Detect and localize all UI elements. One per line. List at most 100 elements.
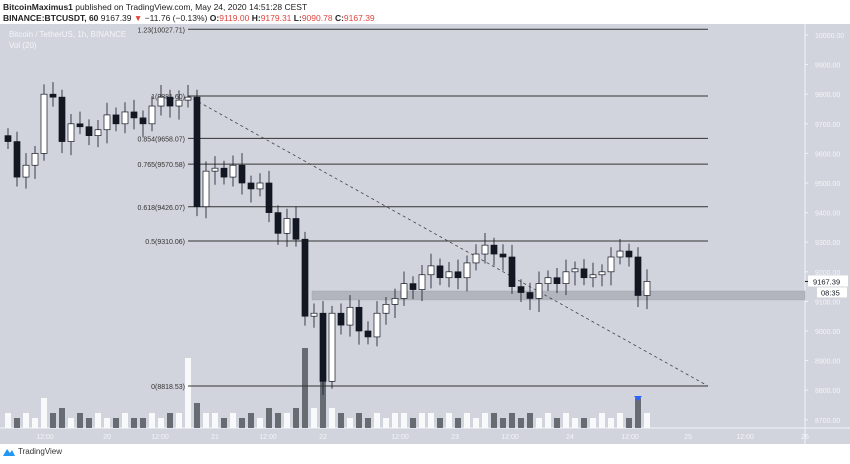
candle: [148, 96, 156, 132]
candle-body: [409, 283, 417, 290]
price-tick-label: 8800.00: [815, 388, 840, 395]
candle-body: [238, 164, 246, 184]
time-tick-label: 24: [566, 434, 574, 441]
candle: [355, 299, 363, 345]
price-tick-label: 10000.00: [815, 33, 844, 40]
last-price-box: [808, 275, 848, 287]
symbol: BINANCE:BTCUSDT, 60: [3, 13, 99, 23]
open-value: 9119.00: [219, 13, 250, 23]
candle: [67, 114, 75, 156]
candle-body: [454, 271, 462, 279]
fib-level-label: 0.854(9658.07): [138, 136, 185, 143]
candle: [112, 107, 120, 132]
time-tick-label: 12:00: [501, 434, 519, 441]
volume-bar: [212, 413, 218, 428]
volume-bar: [509, 413, 515, 428]
price-axis: [805, 24, 850, 428]
candle: [40, 84, 48, 161]
countdown-label: 08:35: [821, 288, 840, 297]
volume-bar: [113, 418, 119, 428]
price-tick-label: 9700.00: [815, 122, 840, 129]
price-chart[interactable]: 10000.00 9900.00 9800.00 9700.00 9600.00 9500…: [0, 24, 850, 444]
candle-body: [517, 286, 525, 293]
countdown-box: [817, 287, 847, 298]
volume-bar: [176, 413, 182, 428]
candle-body: [472, 253, 480, 264]
price-tick-label: 9600.00: [815, 151, 840, 158]
volume-bar: [167, 413, 173, 428]
volume-bar: [248, 413, 254, 428]
volume-bar: [95, 413, 101, 428]
candle: [22, 153, 30, 189]
candle-body: [103, 114, 111, 131]
candle: [139, 110, 147, 138]
brand-name: TradingView: [18, 447, 63, 456]
candle-body: [67, 123, 75, 142]
candle-body: [247, 182, 255, 190]
candle-body: [508, 256, 516, 287]
candle: [436, 258, 444, 286]
candle: [643, 269, 651, 310]
candle-body: [616, 250, 624, 258]
price-tick-label: 9000.00: [815, 329, 840, 336]
price-tick-label: 9300.00: [815, 240, 840, 247]
candle: [391, 288, 399, 318]
author: BitcoinMaximus1: [3, 2, 73, 12]
candle-body: [139, 117, 147, 125]
candle: [373, 301, 381, 347]
time-tick-label: 12:00: [36, 434, 54, 441]
candle-body: [58, 96, 66, 142]
candle-body: [571, 268, 579, 273]
candle-body: [445, 271, 453, 279]
time-tick-label: 22: [319, 434, 327, 441]
volume-bar: [140, 418, 146, 428]
candle: [346, 295, 354, 337]
candle: [4, 128, 12, 149]
candle: [544, 270, 552, 292]
volume-bar: [104, 418, 110, 428]
candle: [58, 89, 66, 154]
volume-bar: [644, 413, 650, 428]
volume-bar: [14, 418, 20, 428]
volume-bar: [122, 413, 128, 428]
candle: [121, 102, 129, 134]
candle: [616, 238, 624, 265]
down-arrow-icon: ▼: [133, 13, 143, 23]
candle-body: [193, 96, 201, 208]
volume-bar: [626, 418, 632, 428]
price-tick-label: 8900.00: [815, 359, 840, 366]
volume-bar: [473, 418, 479, 428]
candle-body: [400, 283, 408, 299]
volume-bar: [284, 413, 290, 428]
candle-body: [175, 99, 183, 107]
volume-bar: [158, 418, 164, 428]
volume-bar: [50, 413, 56, 428]
volume-bar: [302, 348, 308, 428]
volume-bar: [293, 408, 299, 428]
candle-body: [544, 277, 552, 284]
candle-body: [337, 312, 345, 326]
close-value: 9167.39: [343, 13, 375, 23]
volume-bar: [230, 413, 236, 428]
candle: [220, 160, 228, 185]
candle: [481, 233, 489, 264]
candle-body: [364, 330, 372, 338]
candle: [589, 262, 597, 288]
candle: [211, 156, 219, 185]
volume-bar: [86, 418, 92, 428]
candle: [166, 89, 174, 118]
fib-level-label: 0.5(9310.06): [145, 239, 185, 246]
candle-body: [463, 262, 471, 279]
candle-body: [157, 96, 165, 107]
candle: [571, 261, 579, 286]
change: −11.76 (−0.13%): [144, 13, 208, 23]
candle: [130, 99, 138, 130]
candle: [598, 264, 606, 287]
candle-body: [4, 135, 12, 142]
candle-body: [283, 218, 291, 234]
candle: [463, 255, 471, 292]
candle-body: [418, 274, 426, 290]
candle: [319, 301, 327, 395]
time-tick-label: 12:00: [259, 434, 277, 441]
volume-bar: [635, 398, 641, 428]
